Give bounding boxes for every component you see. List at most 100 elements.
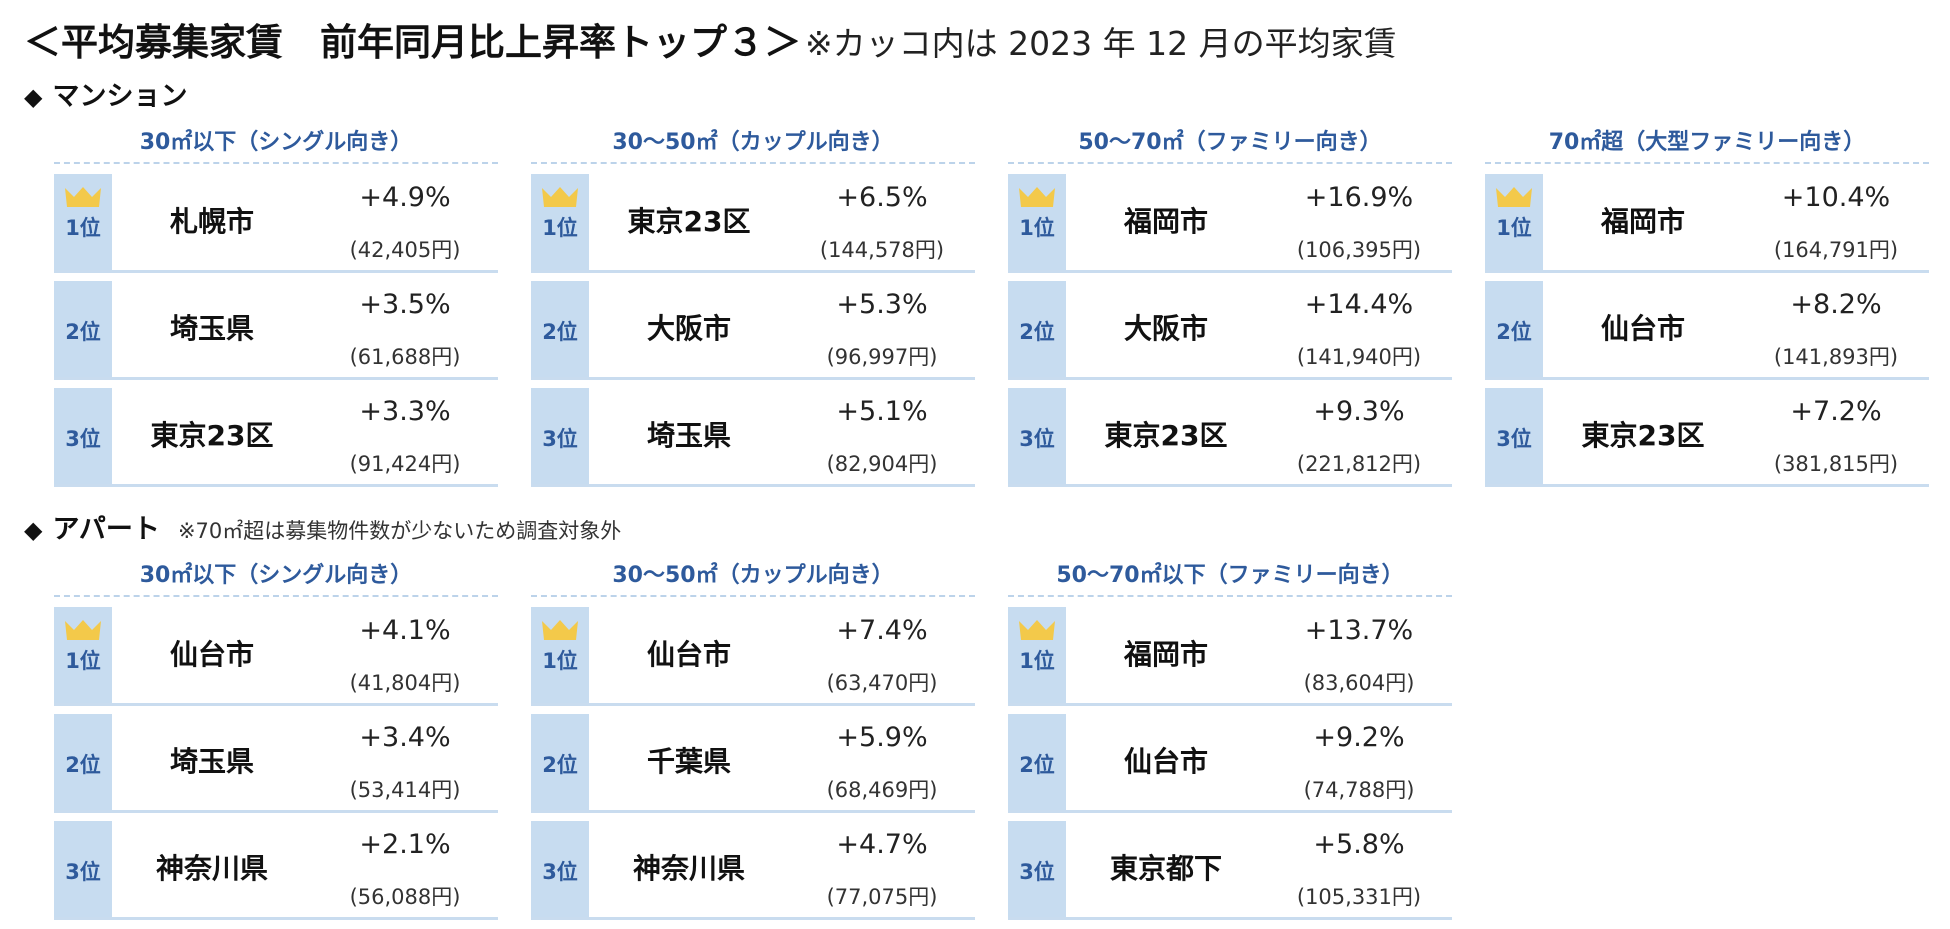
- average-rent: (221,812円): [1296, 452, 1422, 476]
- change-rate: +16.9%: [1304, 182, 1414, 213]
- rank-cell: 3位: [531, 388, 589, 484]
- change-rate: +5.3%: [836, 289, 928, 320]
- rank-cell: 3位: [531, 821, 589, 917]
- city-name: 埼玉県: [169, 745, 254, 778]
- rank-label: 3位: [65, 427, 101, 451]
- change-rate: +9.2%: [1313, 722, 1405, 753]
- mansion-ranking-table: 30～50㎡（カップル向き） 1位 東京23区 +6.5% (144,578円) 2位 大阪…: [531, 124, 975, 487]
- mansion-ranking-table: 30㎡以下（シングル向き） 1位 札幌市 +4.9% (42,405円) 2位 埼玉県 +3.…: [54, 124, 498, 487]
- rank-cell: 2位: [1008, 281, 1066, 377]
- section-apartment-label: ◆ アパート ※70㎡超は募集物件数が少ないため調査対象外: [24, 507, 621, 546]
- city-name: 大阪市: [1123, 312, 1208, 345]
- ranking-row: 3位 埼玉県 +5.1% (82,904円): [531, 388, 975, 487]
- ranking-row: 2位 仙台市 +9.2% (74,788円): [1008, 714, 1452, 813]
- ranking-row: 2位 仙台市 +8.2% (141,893円): [1485, 281, 1929, 380]
- title-note: ※カッコ内は 2023 年 12 月の平均家賃: [805, 24, 1397, 63]
- city-name: 札幌市: [169, 205, 254, 238]
- change-rate: +7.2%: [1790, 396, 1882, 427]
- city-name: 東京23区: [1104, 419, 1228, 452]
- change-rate: +9.3%: [1313, 396, 1405, 427]
- diamond-icon: ◆: [24, 516, 43, 544]
- rank-cell: 3位: [1008, 388, 1066, 484]
- ranking-row: 3位 神奈川県 +2.1% (56,088円): [54, 821, 498, 920]
- category-header: 30～50㎡（カップル向き）: [531, 557, 975, 597]
- rank-label: 1位: [542, 216, 578, 240]
- rank-cell: 3位: [54, 388, 112, 484]
- rank-cell: 3位: [54, 821, 112, 917]
- rank-cell: 2位: [531, 714, 589, 810]
- ranking-row: 2位 埼玉県 +3.4% (53,414円): [54, 714, 498, 813]
- category-header: 50～70㎡以下（ファミリー向き）: [1008, 557, 1452, 597]
- category-header: 70㎡超（大型ファミリー向き）: [1485, 124, 1929, 164]
- rank-label: 3位: [542, 427, 578, 451]
- rank-cell: 2位: [1008, 714, 1066, 810]
- average-rent: (82,904円): [826, 452, 938, 476]
- rank-label: 1位: [1496, 216, 1532, 240]
- rank-label: 3位: [1496, 427, 1532, 451]
- page-title: ＜平均募集家賃 前年同月比上昇率トップ３＞ ※カッコ内は 2023 年 12 月の…: [24, 12, 1397, 66]
- category-header: 30㎡以下（シングル向き）: [54, 124, 498, 164]
- rank-label: 3位: [65, 860, 101, 884]
- change-rate: +7.4%: [836, 615, 928, 646]
- average-rent: (56,088円): [349, 885, 461, 909]
- average-rent: (96,997円): [826, 345, 938, 369]
- rank-label: 2位: [1019, 320, 1055, 344]
- average-rent: (42,405円): [349, 238, 461, 262]
- change-rate: +4.9%: [359, 182, 451, 213]
- crown-icon: [65, 187, 101, 207]
- average-rent: (68,469円): [826, 778, 938, 802]
- ranking-row: 3位 東京23区 +3.3% (91,424円): [54, 388, 498, 487]
- crown-icon: [1019, 187, 1055, 207]
- average-rent: (91,424円): [349, 452, 461, 476]
- rank-label: 2位: [65, 320, 101, 344]
- change-rate: +8.2%: [1790, 289, 1882, 320]
- crown-icon: [1019, 620, 1055, 640]
- ranking-row: 1位 福岡市 +10.4% (164,791円): [1485, 174, 1929, 273]
- category-header: 50～70㎡（ファミリー向き）: [1008, 124, 1452, 164]
- rank-label: 3位: [542, 860, 578, 884]
- city-name: 神奈川県: [632, 852, 745, 885]
- rank-cell: 1位: [1008, 174, 1066, 270]
- average-rent: (141,893円): [1773, 345, 1899, 369]
- ranking-row: 1位 福岡市 +16.9% (106,395円): [1008, 174, 1452, 273]
- average-rent: (381,815円): [1773, 452, 1899, 476]
- mansion-ranking-table: 70㎡超（大型ファミリー向き） 1位 福岡市 +10.4% (164,791円) 2位 仙台…: [1485, 124, 1929, 487]
- average-rent: (61,688円): [349, 345, 461, 369]
- city-name: 埼玉県: [169, 312, 254, 345]
- average-rent: (77,075円): [826, 885, 938, 909]
- apartment-ranking-table: 30㎡以下（シングル向き） 1位 仙台市 +4.1% (41,804円) 2位 埼玉県 +3.…: [54, 557, 498, 920]
- city-name: 福岡市: [1123, 205, 1208, 238]
- ranking-row: 3位 東京23区 +9.3% (221,812円): [1008, 388, 1452, 487]
- rank-label: 1位: [1019, 649, 1055, 673]
- mansion-ranking-table: 50～70㎡（ファミリー向き） 1位 福岡市 +16.9% (106,395円) 2位 大阪…: [1008, 124, 1452, 487]
- city-name: 仙台市: [169, 638, 254, 671]
- city-name: 仙台市: [1123, 745, 1208, 778]
- rank-label: 1位: [65, 216, 101, 240]
- rank-label: 3位: [1019, 427, 1055, 451]
- ranking-row: 3位 神奈川県 +4.7% (77,075円): [531, 821, 975, 920]
- change-rate: +5.8%: [1313, 829, 1405, 860]
- apartment-ranking-table: 30～50㎡（カップル向き） 1位 仙台市 +7.4% (63,470円) 2位 千葉県 +5…: [531, 557, 975, 920]
- rank-label: 1位: [542, 649, 578, 673]
- rank-cell: 1位: [531, 607, 589, 703]
- rank-cell: 2位: [1485, 281, 1543, 377]
- change-rate: +2.1%: [359, 829, 451, 860]
- crown-icon: [542, 620, 578, 640]
- average-rent: (63,470円): [826, 671, 938, 695]
- section-mansion-label: ◆ マンション: [24, 74, 187, 113]
- change-rate: +3.4%: [359, 722, 451, 753]
- ranking-row: 2位 大阪市 +5.3% (96,997円): [531, 281, 975, 380]
- change-rate: +5.9%: [836, 722, 928, 753]
- rank-label: 2位: [542, 320, 578, 344]
- ranking-row: 1位 仙台市 +4.1% (41,804円): [54, 607, 498, 706]
- rank-label: 2位: [65, 753, 101, 777]
- average-rent: (41,804円): [349, 671, 461, 695]
- change-rate: +4.1%: [359, 615, 451, 646]
- city-name: 大阪市: [646, 312, 731, 345]
- ranking-row: 1位 東京23区 +6.5% (144,578円): [531, 174, 975, 273]
- ranking-row: 2位 大阪市 +14.4% (141,940円): [1008, 281, 1452, 380]
- ranking-row: 3位 東京都下 +5.8% (105,331円): [1008, 821, 1452, 920]
- rank-label: 2位: [542, 753, 578, 777]
- crown-icon: [65, 620, 101, 640]
- section-apartment-title: アパート: [52, 514, 160, 545]
